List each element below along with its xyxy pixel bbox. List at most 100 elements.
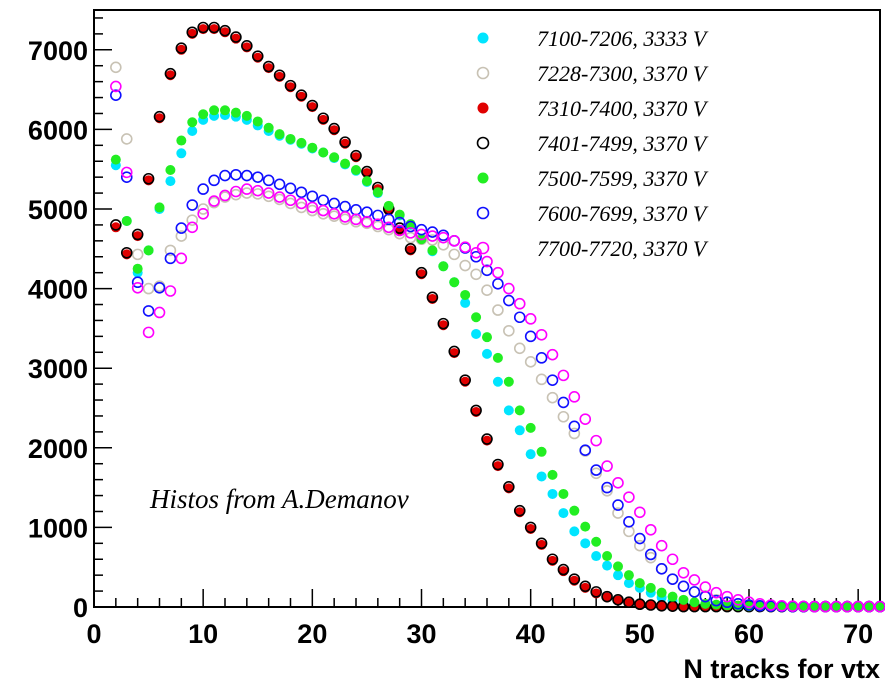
data-point [251,50,264,62]
data-point [471,312,482,323]
data-point [252,116,263,127]
data-point [131,282,144,294]
data-point [710,586,723,599]
data-point [677,566,690,579]
data-point [285,133,296,144]
data-point [284,79,297,92]
data-point [656,587,667,598]
data-point [786,600,799,613]
data-point [623,578,634,589]
data-point [317,207,330,220]
data-point [557,369,570,382]
data-point [875,601,885,612]
legend-marker [477,172,489,184]
data-point [492,304,504,316]
data-point [404,243,417,255]
data-point [186,221,199,234]
data-point [699,581,712,593]
data-point [241,110,252,121]
data-point [209,105,220,116]
data-point [644,599,657,611]
data-point [284,194,297,207]
data-point [460,289,471,300]
data-point [546,374,559,386]
data-point [775,600,788,612]
data-point [667,601,678,612]
legend-label: 7228-7300, 3370 V [537,61,709,86]
y-tick-label: 1000 [28,513,88,543]
data-point [798,601,809,612]
data-point [110,154,121,165]
data-point [339,211,351,223]
data-point [361,215,373,228]
data-point [732,594,744,606]
data-point [230,168,242,181]
data-point [208,174,220,187]
data-point [197,183,209,195]
data-point [602,560,613,571]
data-point [644,548,657,561]
data-point [153,282,166,294]
data-point [449,277,460,288]
legend-marker [476,206,490,220]
data-point [634,532,646,545]
data-point [187,117,198,128]
data-point [655,600,668,612]
data-point [776,601,787,612]
data-point [295,89,308,101]
data-point [471,328,482,339]
data-point [470,250,482,263]
data-point [328,122,340,135]
data-point [667,591,678,602]
data-point [634,598,646,611]
data-point [142,282,155,295]
data-point [273,69,286,82]
data-point [601,590,613,603]
data-point [546,391,559,404]
data-point [372,209,384,222]
data-point [329,152,340,163]
data-point [437,231,450,244]
legend-label: 7700-7720, 3370 V [537,236,709,261]
data-point [382,221,395,234]
data-point [535,373,548,386]
data-point [393,216,406,229]
data-point [426,226,439,238]
data-point [404,220,417,233]
data-point [503,405,514,416]
data-point [492,376,503,387]
data-point [524,356,537,368]
data-markers [110,21,885,613]
data-point [492,352,503,363]
data-point [492,266,504,279]
legend-label: 7600-7699, 3370 V [537,201,709,226]
data-point [535,537,548,550]
data-point [328,207,340,220]
x-tick-label: 70 [843,619,873,649]
data-point [612,499,624,511]
data-point [853,601,864,612]
data-point [623,525,635,538]
data-point [110,89,122,101]
data-point [503,294,515,307]
data-point [470,404,482,417]
data-point [732,598,744,610]
data-point [831,601,842,612]
data-point [787,601,798,612]
data-point [328,197,340,210]
data-point [459,259,471,272]
data-point [722,600,733,611]
data-point [295,201,308,214]
data-point [208,195,220,207]
data-point [175,230,188,242]
data-point [262,60,275,73]
data-point [120,171,133,183]
data-point [558,508,569,519]
data-point [394,209,405,220]
data-point [220,105,230,116]
data-point [142,305,155,317]
data-point [634,578,645,589]
data-point [306,190,319,203]
data-point [251,188,264,200]
legend-label: 7100-7206, 3333 V [537,26,709,51]
